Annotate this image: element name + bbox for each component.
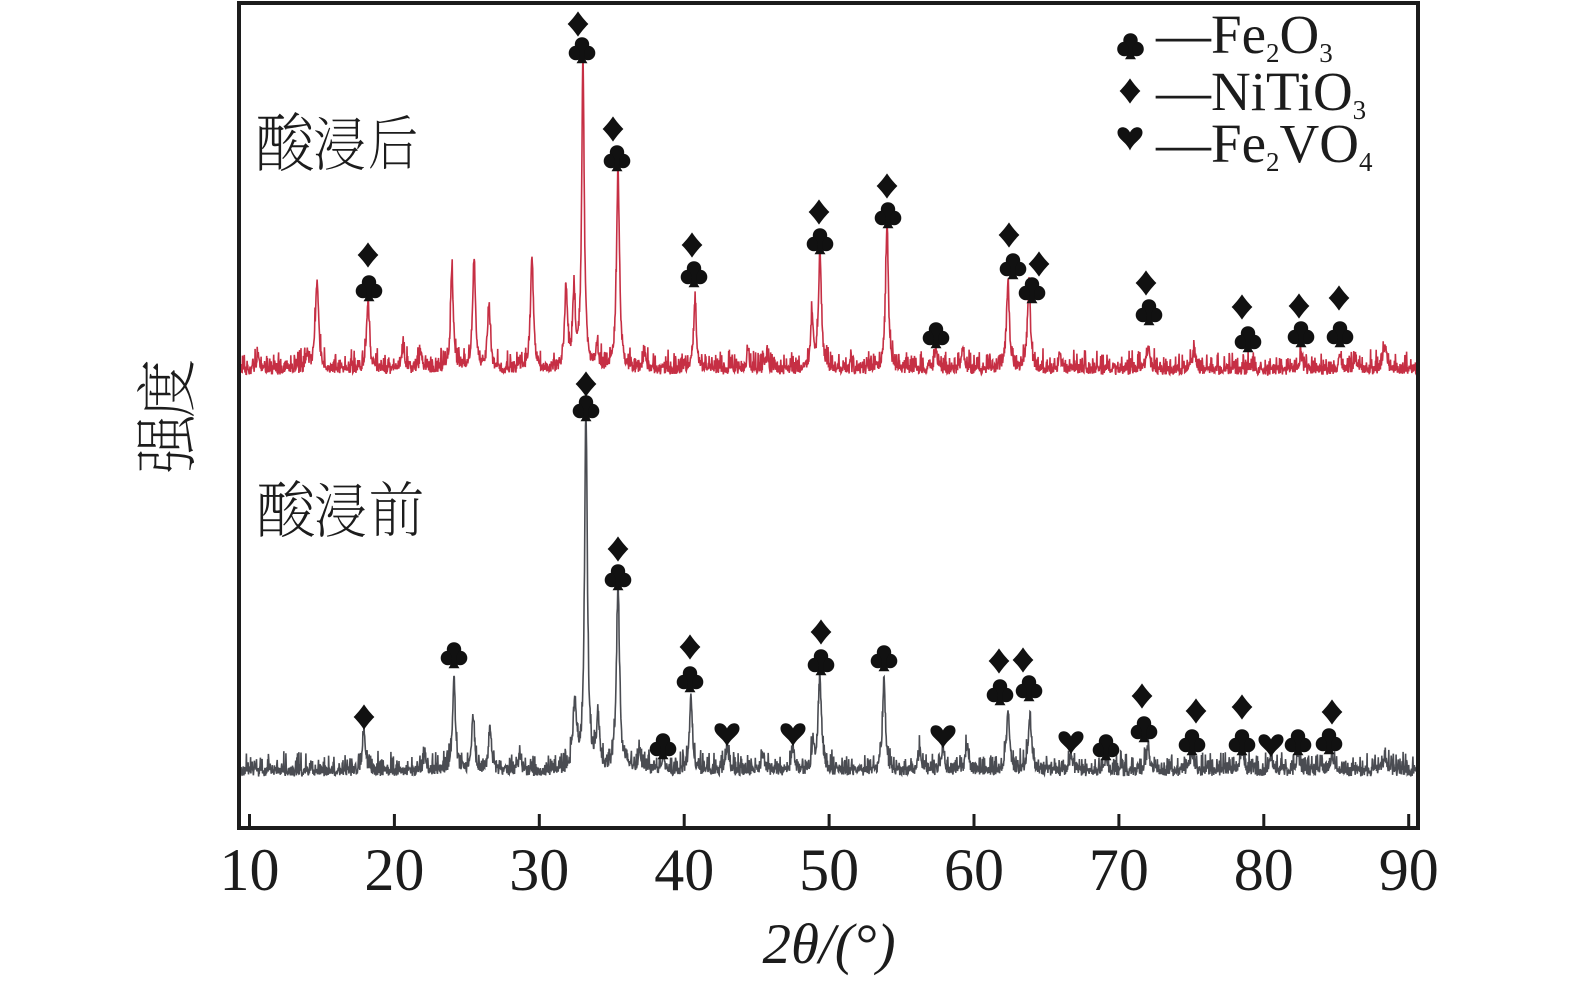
svg-text:90: 90 xyxy=(1379,837,1439,903)
svg-text:10: 10 xyxy=(220,837,280,903)
svg-text:80: 80 xyxy=(1234,837,1294,903)
svg-text:20: 20 xyxy=(364,837,424,903)
svg-text:40: 40 xyxy=(654,837,714,903)
svg-text:—NiTiO3: —NiTiO3 xyxy=(1155,61,1366,125)
svg-text:60: 60 xyxy=(944,837,1004,903)
svg-text:—Fe2VO4: —Fe2VO4 xyxy=(1155,113,1373,177)
svg-text:70: 70 xyxy=(1089,837,1149,903)
svg-text:30: 30 xyxy=(509,837,569,903)
svg-text:—Fe2O3: —Fe2O3 xyxy=(1155,4,1333,68)
svg-text:50: 50 xyxy=(799,837,859,903)
svg-text:2θ/(°): 2θ/(°) xyxy=(762,913,895,976)
